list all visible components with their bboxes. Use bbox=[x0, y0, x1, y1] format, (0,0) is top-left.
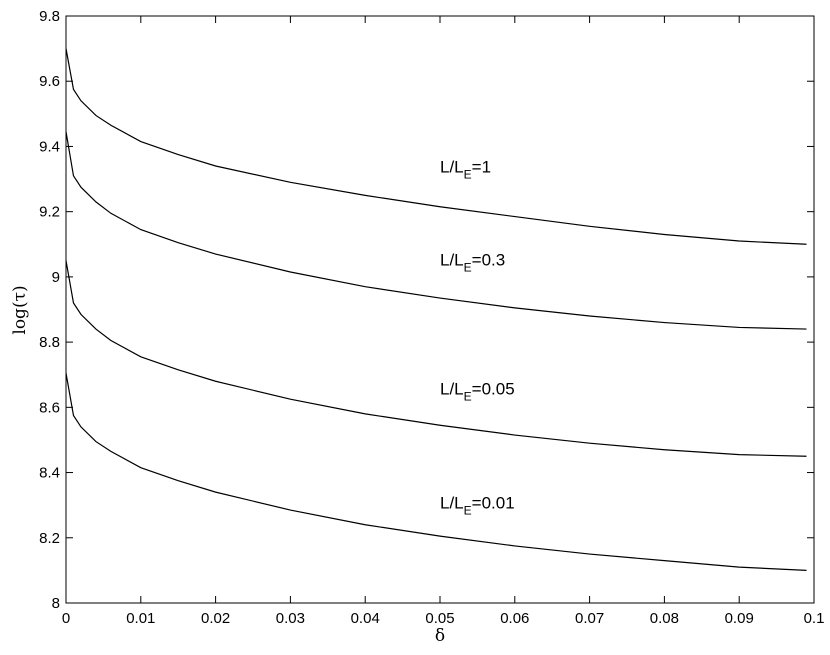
x-tick-label: 0.06 bbox=[500, 610, 529, 627]
x-tick-label: 0.05 bbox=[425, 610, 454, 627]
y-tick-label: 8 bbox=[52, 595, 60, 612]
x-tick-label: 0.02 bbox=[201, 610, 230, 627]
x-tick-label: 0 bbox=[62, 610, 70, 627]
x-tick-label: 0.08 bbox=[650, 610, 679, 627]
x-tick-label: 0.04 bbox=[351, 610, 380, 627]
x-tick-label: 0.07 bbox=[575, 610, 604, 627]
y-tick-label: 8.6 bbox=[39, 399, 60, 416]
x-tick-label: 0.09 bbox=[725, 610, 754, 627]
y-tick-label: 8.8 bbox=[39, 334, 60, 351]
y-tick-label: 9 bbox=[52, 269, 60, 286]
series-line-3 bbox=[65, 260, 807, 457]
plot-area bbox=[65, 15, 815, 604]
series-line-2 bbox=[65, 131, 807, 330]
y-tick-label: 8.4 bbox=[39, 465, 60, 482]
x-tick-label: 0.03 bbox=[276, 610, 305, 627]
x-tick-label: 0.01 bbox=[126, 610, 155, 627]
y-tick-label: 9.8 bbox=[39, 8, 60, 25]
curve-labels: L/LE=1 L/LE=0.3 L/LE=0.05 L/LE=0.01 bbox=[440, 158, 515, 518]
x-axis: 0 0.01 0.02 0.03 0.04 0.05 0.06 0.07 0.08 0.09 0.1 bbox=[62, 16, 825, 627]
curve-label-3: L/LE=0.05 bbox=[440, 379, 515, 403]
y-axis-title: log(τ) bbox=[10, 285, 30, 334]
x-tick-label: 0.1 bbox=[804, 610, 825, 627]
y-tick-label: 9.4 bbox=[39, 138, 60, 155]
curve-label-4: L/LE=0.01 bbox=[440, 493, 515, 517]
curve-label-2: L/LE=0.3 bbox=[440, 250, 505, 274]
x-axis-title: δ bbox=[435, 626, 445, 646]
series-line-4 bbox=[65, 372, 807, 571]
y-tick-label: 9.2 bbox=[39, 204, 60, 221]
y-tick-label: 9.6 bbox=[39, 73, 60, 90]
curve-label-1: L/LE=1 bbox=[440, 158, 491, 182]
y-axis: 8 8.2 8.4 8.6 8.8 9 9.2 9.4 9.6 9.8 bbox=[39, 8, 814, 612]
series-line-1 bbox=[65, 48, 807, 245]
series-lines bbox=[65, 48, 807, 571]
y-tick-label: 8.2 bbox=[39, 530, 60, 547]
